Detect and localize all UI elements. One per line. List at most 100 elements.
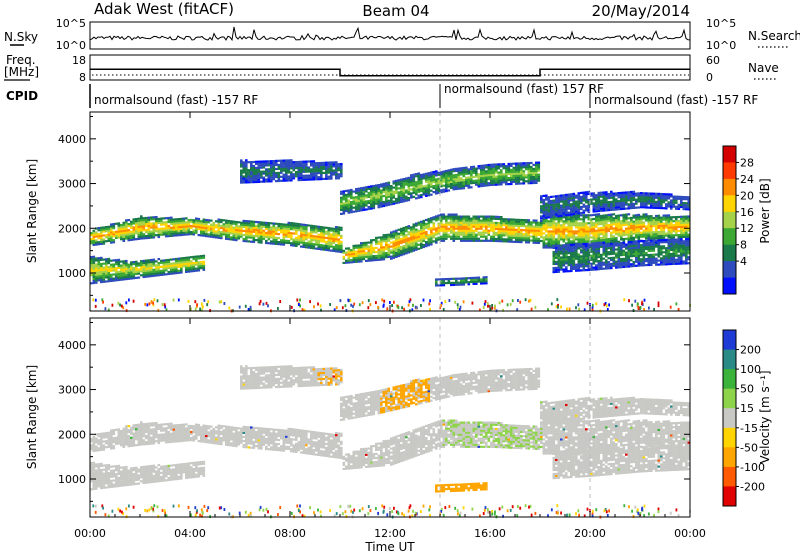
power-cell <box>468 230 471 232</box>
power-cell <box>360 187 363 189</box>
power-cell <box>488 184 491 186</box>
power-cell <box>95 244 98 246</box>
power-cell <box>413 233 416 235</box>
power-cell <box>410 230 413 232</box>
power-cell <box>370 189 373 191</box>
power-cell <box>215 232 218 234</box>
power-cell <box>548 240 551 242</box>
power-cell <box>123 264 126 266</box>
power-cell <box>470 279 473 281</box>
power-cell <box>143 225 146 227</box>
power-cell <box>568 218 571 220</box>
power-cell <box>470 166 473 168</box>
power-cell <box>655 246 658 248</box>
power-cell <box>153 226 156 228</box>
power-cell <box>415 223 418 225</box>
nsearch-tick-lo: 10^0 <box>706 39 736 52</box>
power-cell <box>503 228 506 230</box>
power-cell <box>390 231 393 233</box>
power-cell <box>473 230 476 232</box>
power-cell <box>115 233 118 235</box>
power-cell <box>368 206 371 208</box>
power-cell <box>498 226 501 228</box>
power-cell <box>145 276 148 278</box>
power-cell <box>558 201 561 203</box>
power-cell <box>308 166 311 168</box>
power-cell <box>325 174 328 176</box>
power-cell <box>615 261 618 263</box>
power-cell <box>500 234 503 236</box>
power-cell <box>493 166 496 168</box>
power-cell <box>138 264 141 266</box>
power-cell <box>648 227 651 229</box>
power-cell <box>515 173 518 175</box>
power-cell <box>458 228 461 230</box>
power-cell <box>683 248 686 250</box>
power-cell <box>450 187 453 189</box>
power-cell <box>338 238 341 240</box>
power-cell <box>510 165 513 167</box>
power-cell <box>413 184 416 186</box>
power-cell <box>635 230 638 232</box>
power-cell <box>180 232 183 234</box>
power-cell <box>413 246 416 248</box>
power-cell <box>453 182 456 184</box>
power-cell <box>128 272 131 274</box>
power-cell <box>633 217 636 219</box>
power-cell <box>363 209 366 211</box>
power-cell <box>400 187 403 189</box>
power-cell <box>100 259 103 261</box>
power-cell <box>213 230 216 232</box>
power-cell <box>455 282 458 284</box>
power-cell <box>573 220 576 222</box>
power-cell <box>608 230 611 232</box>
power-cell <box>685 234 688 236</box>
power-cell <box>410 196 413 198</box>
power-cell <box>135 226 138 228</box>
power-cell <box>675 255 678 257</box>
power-cell <box>575 238 578 240</box>
power-cell <box>515 179 518 181</box>
power-cell <box>255 221 258 223</box>
power-cell <box>388 246 391 248</box>
power-cell <box>633 249 636 251</box>
power-cell <box>143 227 146 229</box>
power-cell <box>553 236 556 238</box>
power-cell <box>678 245 681 247</box>
power-cell <box>165 235 168 237</box>
power-cell <box>585 238 588 240</box>
power-cell <box>418 238 421 240</box>
power-cell <box>368 188 371 190</box>
power-cell <box>465 179 468 181</box>
power-cell <box>123 222 126 224</box>
power-cell <box>553 210 556 212</box>
power-cell <box>585 243 588 245</box>
power-cell <box>400 234 403 236</box>
power-cell <box>543 195 546 197</box>
power-cell <box>350 191 353 193</box>
power-cell <box>448 173 451 175</box>
power-cell <box>498 167 501 169</box>
power-cell <box>673 216 676 218</box>
power-cell <box>433 179 436 181</box>
power-cell <box>578 214 581 216</box>
power-cell <box>518 237 521 239</box>
power-cell <box>153 269 156 271</box>
power-cell <box>618 254 621 256</box>
power-cell <box>558 215 561 217</box>
power-cell <box>138 273 141 275</box>
power-cell <box>400 246 403 248</box>
power-cell <box>623 260 626 262</box>
power-cell <box>150 265 153 267</box>
power-cell <box>243 161 246 163</box>
power-cell <box>663 257 666 259</box>
power-cell <box>435 174 438 176</box>
power-cell <box>305 169 308 171</box>
power-cell <box>115 263 118 265</box>
power-cell <box>130 263 133 265</box>
power-cell <box>618 264 621 266</box>
power-cell <box>143 264 146 266</box>
power-cell <box>458 230 461 232</box>
power-cell <box>683 242 686 244</box>
power-cell <box>335 161 338 163</box>
